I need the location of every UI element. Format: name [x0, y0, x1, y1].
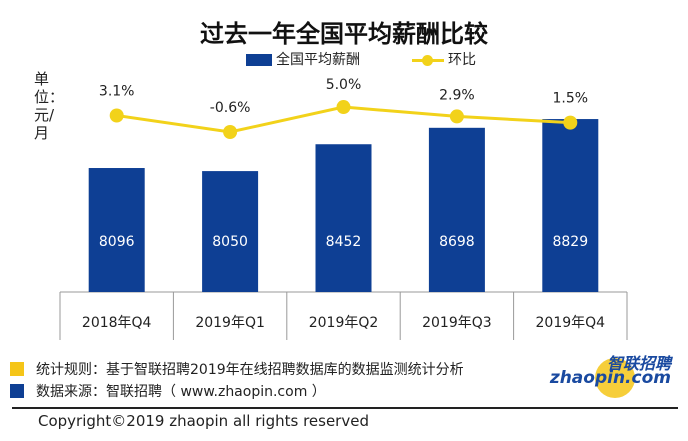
x-tick-label: 2019年Q2 — [309, 315, 379, 331]
bar-value-label: 8829 — [552, 234, 588, 250]
line-value-label: 2.9% — [439, 87, 475, 103]
y-axis-label: 单位：元/月 — [34, 70, 65, 142]
bar-value-label: 8050 — [212, 234, 248, 250]
line-value-label: 1.5% — [553, 91, 589, 107]
footer-copyright: Copyright©2019 zhaopin all rights reserv… — [38, 412, 369, 430]
footer-rule: 统计规则：基于智联招聘2019年在线招聘数据库的数据监测统计分析 — [36, 362, 464, 378]
x-tick-label: 2019年Q3 — [422, 315, 492, 331]
line-point — [563, 115, 578, 130]
legend-bar-swatch — [246, 54, 272, 66]
line-value-label: 5.0% — [326, 77, 362, 93]
bar — [315, 144, 372, 292]
legend-bar-label: 全国平均薪酬 — [276, 52, 360, 68]
footer-divider — [12, 407, 678, 409]
legend-line-swatch — [412, 54, 444, 66]
line-value-label: -0.6% — [210, 100, 251, 116]
line-point — [109, 108, 124, 123]
legend-bar: 全国平均薪酬 — [246, 49, 360, 69]
bar-value-label: 8096 — [99, 234, 135, 250]
bar — [542, 119, 599, 292]
line-point — [223, 125, 238, 139]
rule-swatch — [10, 362, 24, 376]
chart-title: 过去一年全国平均薪酬比较 — [200, 20, 488, 48]
x-tick-label: 2019年Q4 — [536, 315, 606, 331]
bar — [88, 168, 145, 292]
x-tick-label: 2019年Q1 — [195, 315, 265, 331]
zhaopin-logo: 智联招聘 zhaopin.com — [550, 350, 675, 400]
bar — [202, 171, 259, 292]
line-point — [336, 100, 351, 115]
line-value-label: 3.1% — [99, 83, 135, 99]
x-tick-label: 2018年Q4 — [82, 315, 152, 331]
footer-source: 数据来源：智联招聘（ www.zhaopin.com ） — [36, 384, 326, 400]
line-point — [449, 109, 464, 124]
source-swatch — [10, 384, 24, 398]
legend-line-label: 环比 — [448, 52, 476, 68]
bar-value-label: 8452 — [326, 234, 362, 250]
bar — [428, 127, 485, 292]
bar-value-label: 8698 — [439, 234, 475, 250]
legend-line: 环比 — [412, 49, 476, 69]
